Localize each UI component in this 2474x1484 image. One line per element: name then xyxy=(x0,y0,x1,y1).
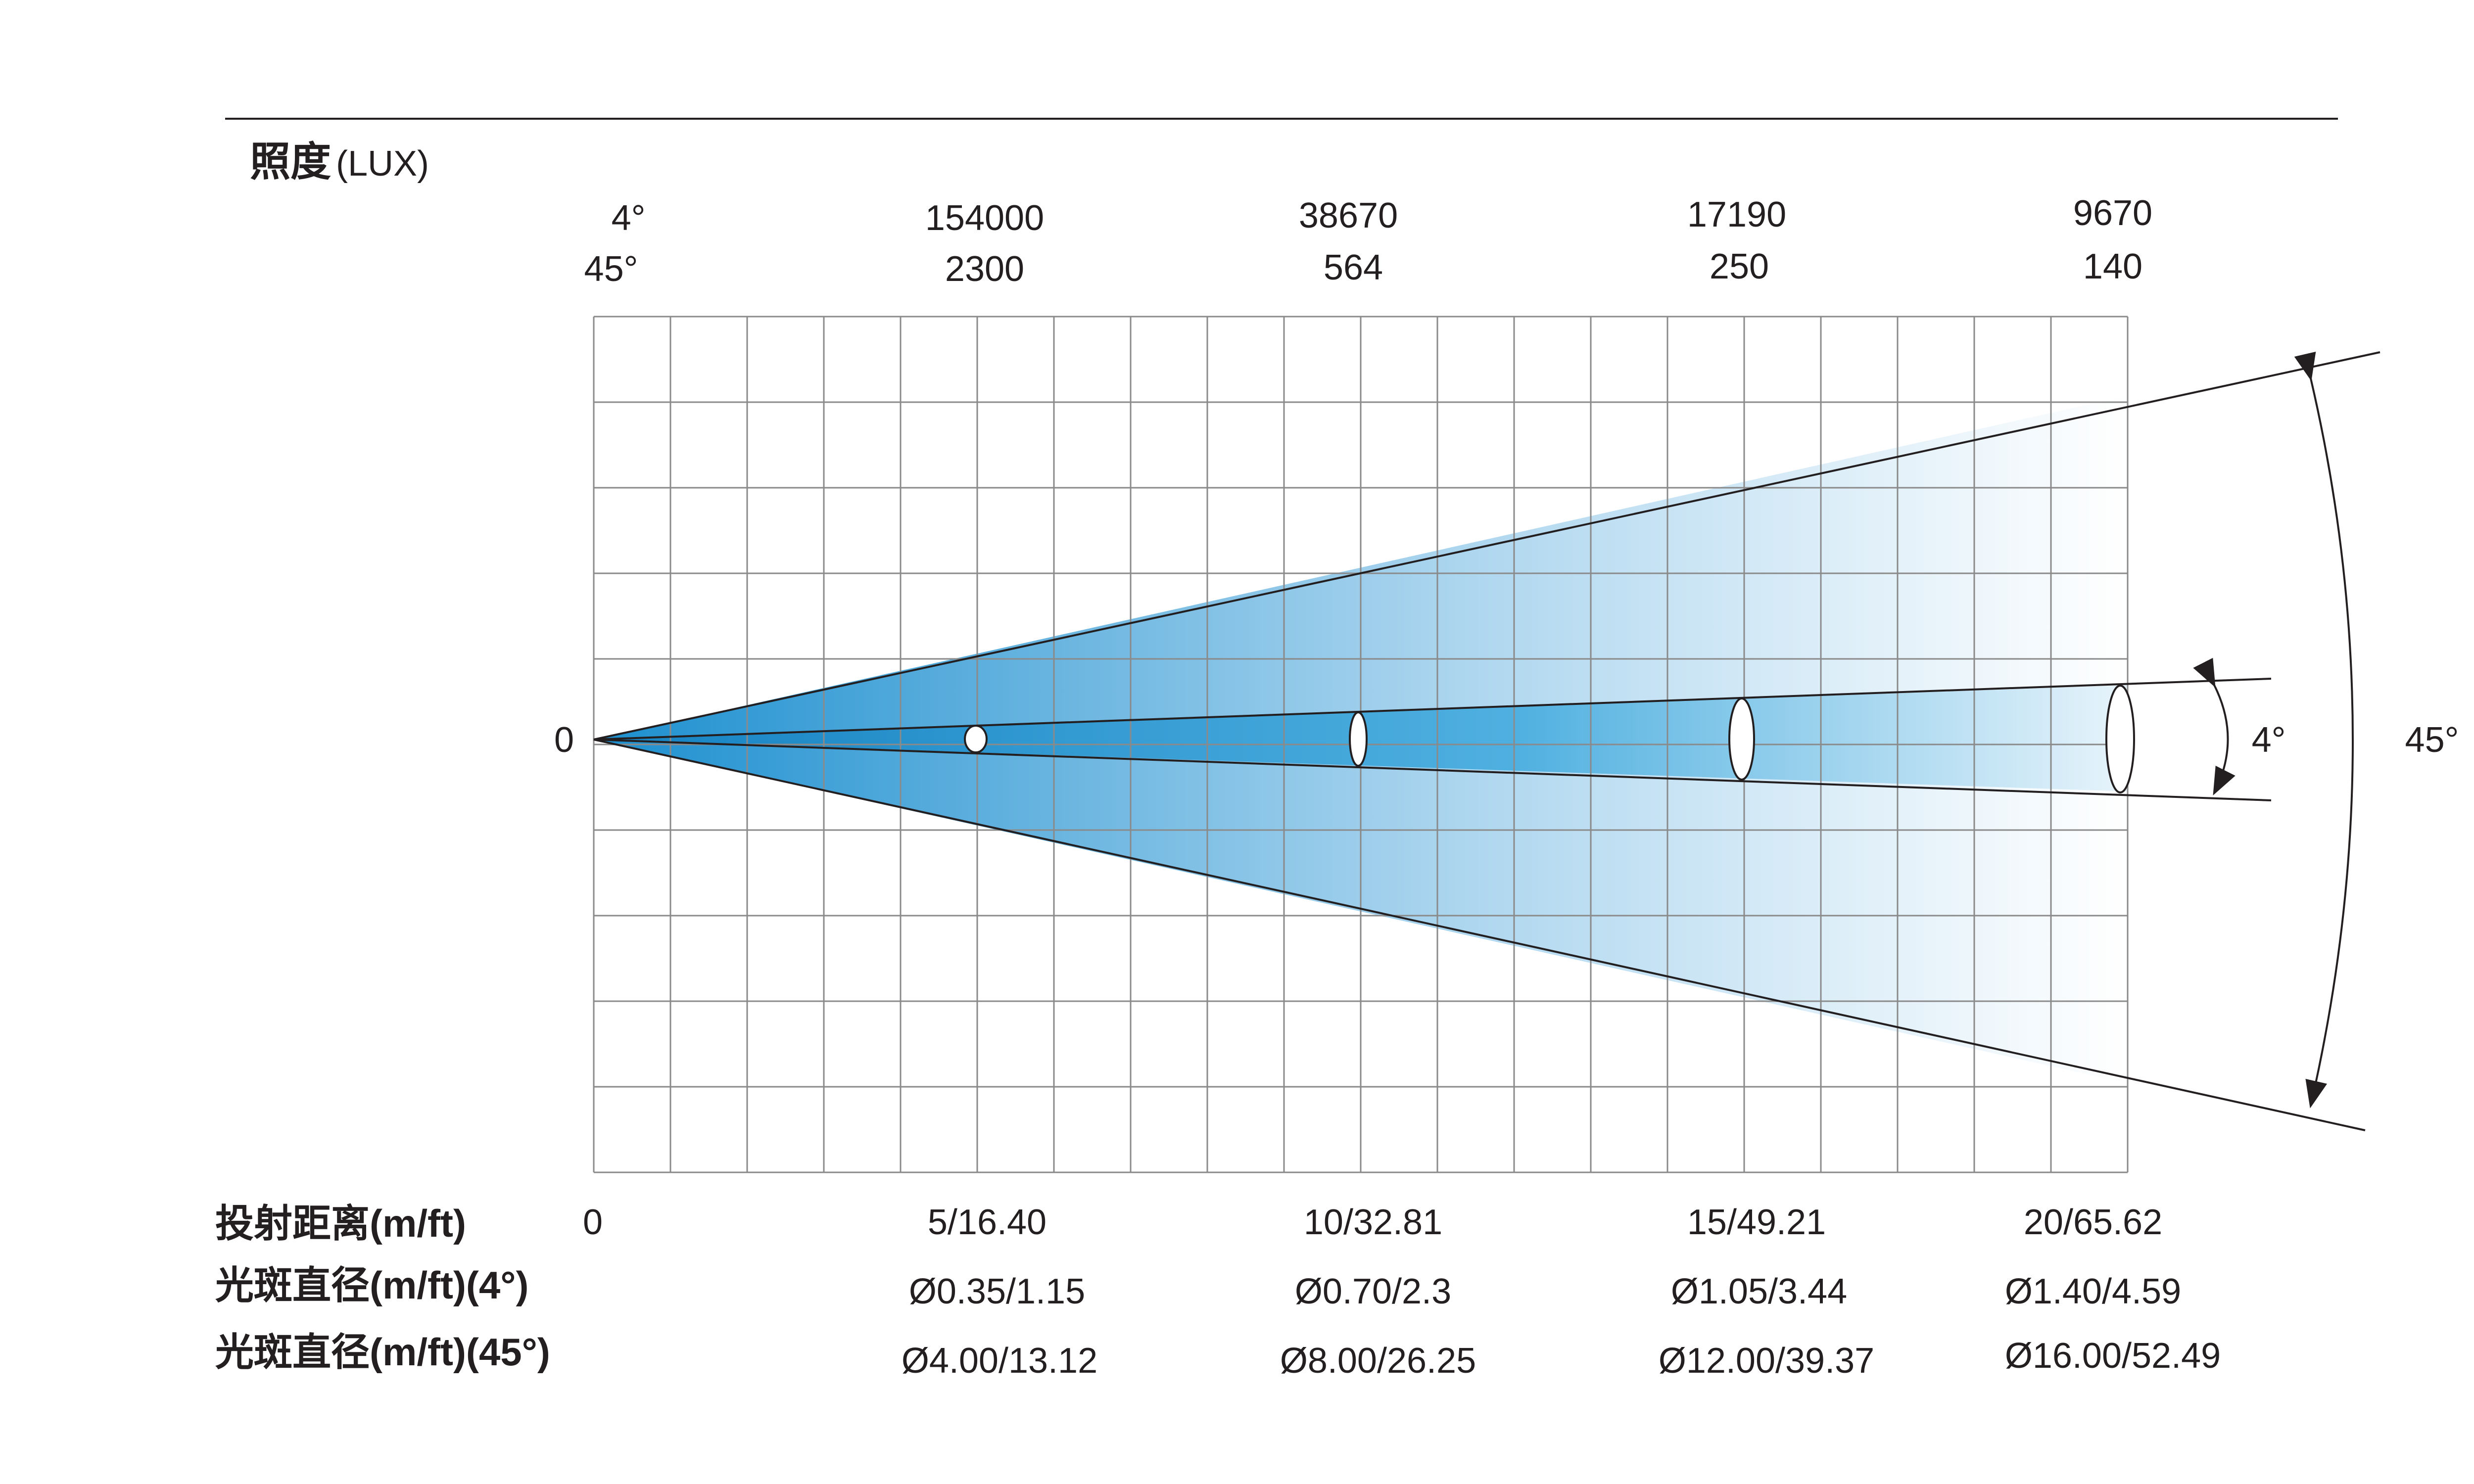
spot-ellipse-15m xyxy=(1728,697,1755,781)
distance-value-20: 20/65.62 xyxy=(2024,1203,2162,1242)
lux-wide-5m: 2300 xyxy=(945,249,1024,289)
spot4-value-15: Ø1.05/3.44 xyxy=(1671,1272,1847,1311)
narrow-beam-lower-edge xyxy=(593,739,2272,801)
lux-wide-10m: 564 xyxy=(1324,248,1383,287)
beam-label-wide: 45° xyxy=(584,249,638,289)
distance-value-15: 15/49.21 xyxy=(1687,1203,1826,1242)
narrow-beam-upper-edge xyxy=(593,678,2272,741)
distance-value-0: 0 xyxy=(583,1203,603,1242)
spot-ellipse-10m xyxy=(1349,711,1368,767)
illuminance-title: 照度 (LUX) xyxy=(250,139,429,185)
spot4-value-5: Ø0.35/1.15 xyxy=(909,1272,1085,1311)
lux-narrow-15m: 17190 xyxy=(1687,195,1786,234)
spot45-value-20: Ø16.00/52.49 xyxy=(2005,1336,2221,1376)
lux-wide-20m: 140 xyxy=(2083,247,2142,286)
lux-narrow-10m: 38670 xyxy=(1299,196,1398,235)
spot-45-row-label: 光斑直径(m/ft)(45°) xyxy=(215,1330,550,1374)
wide-angle-arc xyxy=(2294,351,2354,1109)
spot45-value-10: Ø8.00/26.25 xyxy=(1280,1341,1476,1381)
illuminance-unit: (LUX) xyxy=(336,144,429,184)
wide-angle-label: 45° xyxy=(2405,720,2459,760)
lux-wide-15m: 250 xyxy=(1710,247,1769,286)
spot4-value-20: Ø1.40/4.59 xyxy=(2005,1272,2181,1311)
lux-narrow-20m: 9670 xyxy=(2073,193,2152,233)
spot4-value-10: Ø0.70/2.3 xyxy=(1295,1272,1451,1311)
distance-value-10: 10/32.81 xyxy=(1304,1203,1442,1242)
distance-value-5: 5/16.40 xyxy=(928,1203,1047,1242)
lux-narrow-5m: 154000 xyxy=(925,198,1044,238)
spot45-value-15: Ø12.00/39.37 xyxy=(1659,1341,1874,1381)
distance-row-label: 投射距离(m/ft) xyxy=(215,1202,466,1245)
spot45-value-5: Ø4.00/13.12 xyxy=(902,1341,1097,1381)
narrow-angle-label: 4° xyxy=(2252,720,2286,760)
spot-ellipse-5m xyxy=(964,725,988,753)
spot-4-row-label: 光斑直径(m/ft)(4°) xyxy=(215,1263,528,1307)
wide-beam-upper-edge xyxy=(593,351,2380,741)
origin-label: 0 xyxy=(554,720,574,760)
beam-label-narrow: 4° xyxy=(612,198,646,238)
spot-ellipse-20m xyxy=(2105,685,2135,793)
narrow-angle-arc xyxy=(2193,657,2236,796)
wide-beam-lower-edge xyxy=(593,739,2366,1131)
